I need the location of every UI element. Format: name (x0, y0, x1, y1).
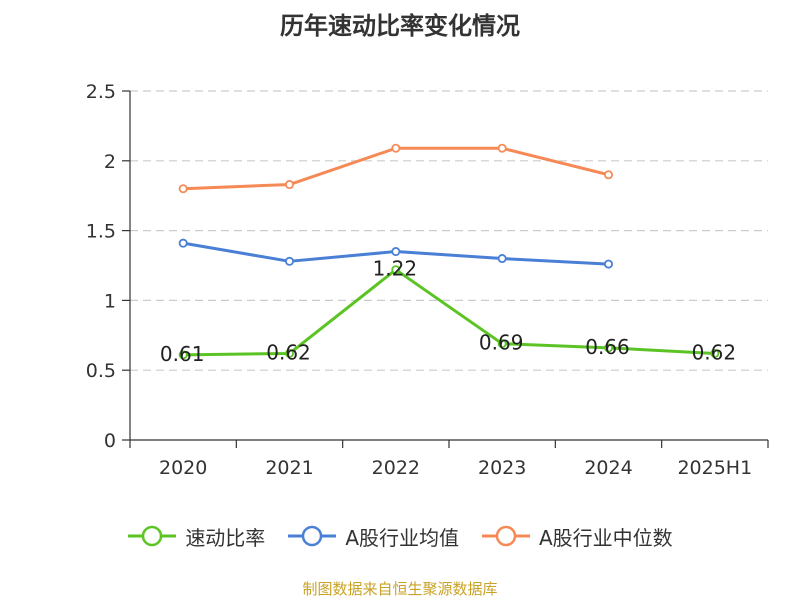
y-tick-label: 1 (104, 290, 116, 312)
legend-item[interactable]: A股行业中位数 (481, 522, 673, 551)
data-label: 0.61 (160, 342, 205, 366)
data-point (391, 265, 401, 275)
data-point (391, 143, 401, 153)
x-tick-label: 2021 (265, 457, 313, 479)
series-line (183, 146, 609, 191)
data-point (497, 339, 507, 349)
series-line (183, 268, 715, 357)
source-note: 制图数据来自恒生聚源数据库 (302, 580, 498, 598)
legend-line-icon (128, 525, 177, 547)
legend-item[interactable]: 速动比率 (127, 522, 265, 551)
x-tick-label: 2022 (372, 457, 420, 479)
data-label: 0.62 (266, 340, 311, 364)
data-point (497, 254, 507, 264)
data-point (284, 348, 294, 358)
data-point (178, 238, 188, 248)
x-tick-label: 2024 (584, 457, 632, 479)
data-point (284, 180, 294, 190)
data-label: 0.66 (585, 335, 630, 359)
data-point (391, 247, 401, 257)
legend-label: 速动比率 (185, 525, 266, 550)
y-tick-label: 1.5 (86, 221, 116, 243)
x-tick-label: 2020 (159, 457, 207, 479)
data-label: 0.62 (692, 340, 737, 364)
legend-label: A股行业中位数 (539, 525, 673, 550)
y-tick-label: 0.5 (86, 360, 116, 382)
x-tick-label: 2025H1 (677, 457, 752, 479)
y-tick-label: 0 (104, 430, 116, 452)
data-label: 0.69 (479, 331, 524, 355)
legend: 速动比率 A股行业均值 A股行业中位数 (0, 518, 800, 554)
data-point (604, 259, 614, 269)
y-tick-label: 2 (104, 151, 116, 173)
x-tick-label: 2023 (478, 457, 526, 479)
data-point (497, 143, 507, 153)
data-point (604, 170, 614, 180)
chart-title: 历年速动比率变化情况 (280, 12, 520, 40)
data-point (710, 348, 720, 358)
data-point (284, 256, 294, 266)
legend-label: A股行业均值 (345, 525, 459, 550)
legend-item[interactable]: A股行业均值 (287, 522, 459, 551)
legend-line-icon (482, 525, 530, 547)
y-tick-label: 2.5 (86, 81, 116, 103)
legend-line-icon (288, 525, 337, 547)
data-point (178, 184, 188, 194)
data-point (178, 350, 188, 360)
data-point (604, 343, 614, 353)
data-label: 1.22 (373, 257, 418, 281)
